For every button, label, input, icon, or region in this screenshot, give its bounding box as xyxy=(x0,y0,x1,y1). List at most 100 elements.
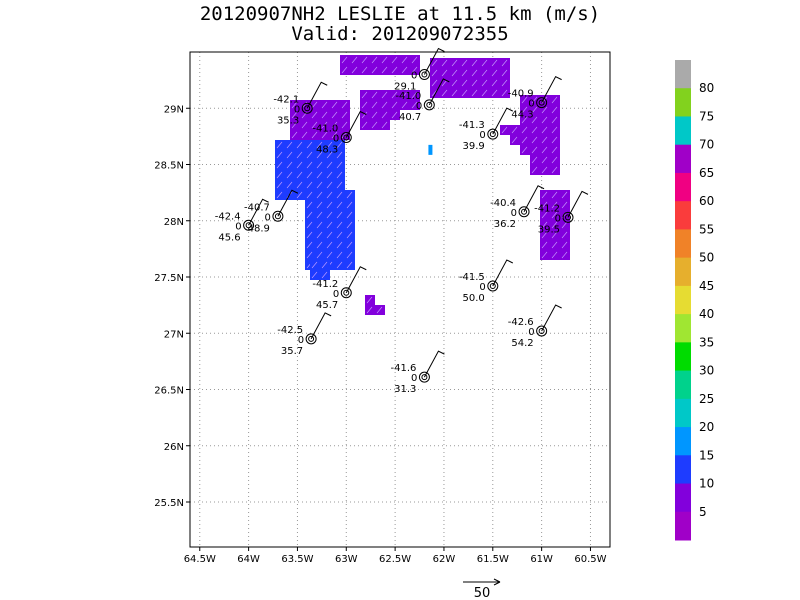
radar-cell xyxy=(340,55,350,65)
radar-cell xyxy=(540,125,550,135)
wind-vector xyxy=(541,221,548,229)
station-depression: 0 xyxy=(333,134,339,145)
radar-cell xyxy=(540,155,550,165)
y-tick-label: 25.5N xyxy=(154,498,184,509)
radar-cell xyxy=(370,100,380,110)
wind-vector xyxy=(411,101,418,109)
wind-vector xyxy=(561,221,568,229)
wind-vector xyxy=(511,126,518,134)
radar-cell xyxy=(560,220,570,230)
radar-cell xyxy=(390,100,400,110)
wind-barb xyxy=(345,266,367,293)
radar-cell xyxy=(550,230,560,240)
radar-cell xyxy=(400,65,410,75)
radar-cell xyxy=(315,170,325,180)
wind-vector xyxy=(311,261,318,269)
station-ring-inner xyxy=(421,71,428,78)
wind-vector xyxy=(521,116,528,124)
wind-vector xyxy=(451,89,458,97)
wind-vector xyxy=(276,161,283,169)
station-ring-outer xyxy=(418,371,430,383)
radar-cell xyxy=(540,200,550,210)
wind-vector xyxy=(346,251,353,259)
wind-vector xyxy=(306,241,313,249)
wind-vector xyxy=(551,191,558,199)
radar-cell xyxy=(325,150,335,160)
wind-vector xyxy=(351,66,358,74)
radar-cell xyxy=(550,220,560,230)
wind-vector xyxy=(551,211,558,219)
radar-cell xyxy=(500,68,510,78)
radar-cell xyxy=(320,100,330,110)
colorbar-label: 20 xyxy=(699,420,714,434)
radar-cell xyxy=(390,55,400,65)
station-speed: 31.3 xyxy=(394,384,416,395)
wind-vector xyxy=(336,241,343,249)
wind-vector xyxy=(336,161,343,169)
wind-vector xyxy=(336,171,343,179)
radar-cell xyxy=(330,130,340,140)
dropsonde-station: 029.1 xyxy=(394,47,445,93)
radar-cell xyxy=(300,130,310,140)
wind-vector xyxy=(291,131,298,139)
radar-cell xyxy=(330,100,340,110)
wind-vector xyxy=(336,181,343,189)
radar-cell xyxy=(430,68,440,78)
radar-cell xyxy=(310,110,320,120)
station-ring-outer xyxy=(305,333,317,345)
colorbar-label: 40 xyxy=(699,307,714,321)
wind-vector xyxy=(461,69,468,77)
radar-cell xyxy=(490,78,500,88)
radar-cell xyxy=(315,190,325,200)
wind-vector xyxy=(286,141,293,149)
radar-cell xyxy=(380,100,390,110)
wind-vector xyxy=(371,66,378,74)
radar-cell xyxy=(530,135,540,145)
radar-cell xyxy=(480,68,490,78)
radar-cell xyxy=(275,150,285,160)
radar-cell xyxy=(530,105,540,115)
radar-cell xyxy=(340,65,350,75)
axis-ticks: 64.5W 64W 63.5W 63W 62.5W 62W 61.5W 61W 60.5W 29N… xyxy=(154,104,606,565)
wind-vector xyxy=(361,121,368,129)
colorbar-swatch xyxy=(675,201,691,230)
wind-vector xyxy=(381,66,388,74)
station-temperature: -42.4 xyxy=(215,211,241,222)
radar-cell xyxy=(325,170,335,180)
wind-vector xyxy=(371,111,378,119)
wind-vector xyxy=(361,91,368,99)
radar-cell xyxy=(340,110,350,120)
radar-cell xyxy=(320,120,330,130)
colorbar-label: 15 xyxy=(699,448,714,462)
colorbar-swatch xyxy=(675,483,691,513)
figure-title: 20120907NH2 LESLIE at 11.5 km (m/s) xyxy=(199,3,601,25)
wind-vector xyxy=(541,231,548,239)
radar-cell xyxy=(560,210,570,220)
wind-vector xyxy=(471,69,478,77)
radar-cell xyxy=(315,150,325,160)
wind-vector xyxy=(316,241,323,249)
radar-cell xyxy=(335,230,345,240)
radar-cell xyxy=(360,90,370,100)
radar-cell xyxy=(500,58,510,68)
radar-cell xyxy=(540,165,550,175)
wind-barb xyxy=(541,304,562,332)
radar-cell xyxy=(335,190,345,200)
vector-scale: 50 xyxy=(463,578,501,600)
wind-vector xyxy=(501,126,508,134)
radar-cell xyxy=(305,180,315,190)
radar-cell xyxy=(550,200,560,210)
station-ring-outer xyxy=(340,287,352,299)
wind-vector xyxy=(276,141,283,149)
wind-vector xyxy=(501,59,508,67)
radar-cell xyxy=(410,65,420,75)
wind-vector xyxy=(276,181,283,189)
radar-cell xyxy=(440,58,450,68)
radar-cell xyxy=(560,250,570,260)
wind-vector xyxy=(291,101,298,109)
station-ring-inner xyxy=(565,214,571,221)
